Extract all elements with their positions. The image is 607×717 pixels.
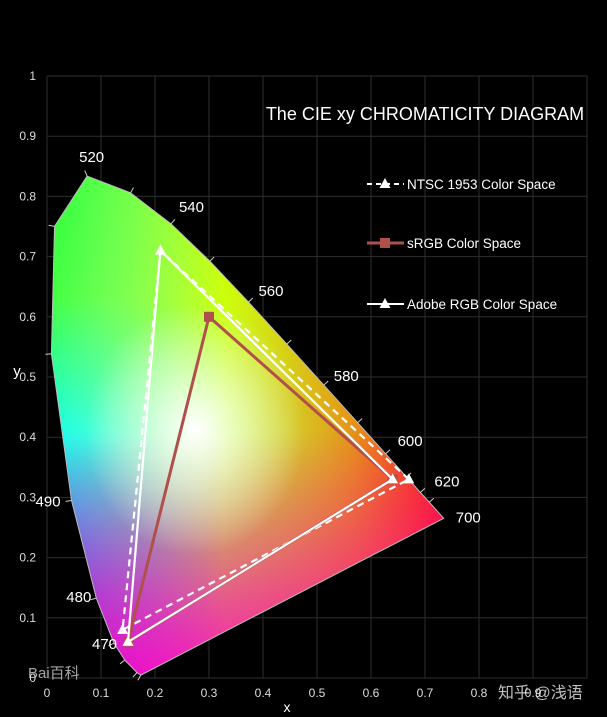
wavelength-label-540: 540 [179, 199, 204, 216]
locus-tick [357, 418, 363, 424]
locus-tick [323, 380, 329, 386]
chart-title: The CIE xy CHROMATICITY DIAGRAM [266, 104, 584, 124]
y-tick-label: 0 [29, 671, 36, 685]
locus-tick [137, 674, 142, 681]
x-tick-label: 0.6 [363, 686, 380, 700]
gamut-vertex [122, 635, 134, 646]
gamut-vertex [204, 311, 214, 322]
legend-marker-2 [379, 298, 391, 308]
watermark-zhihu: 知乎 @浅语 [498, 684, 583, 702]
wavelength-label-580: 580 [334, 368, 359, 385]
locus-tick [48, 224, 55, 227]
locus-tick [108, 642, 115, 647]
locus-tick [209, 256, 215, 262]
legend-marker-1 [380, 238, 390, 248]
legend-label-0: NTSC 1953 Color Space [407, 177, 556, 192]
legend: NTSC 1953 Color Space sRGB Color Space Ado… [367, 177, 557, 312]
gamut-vertex [403, 473, 415, 484]
x-axis-label: x [284, 699, 291, 715]
locus-tick [84, 170, 88, 177]
x-tick-label: 0 [44, 686, 51, 700]
series-2 [122, 244, 399, 646]
legend-label-1: sRGB Color Space [407, 236, 521, 251]
locus-tick [90, 597, 97, 601]
wavelength-label-470: 470 [92, 636, 117, 653]
y-tick-label: 0.3 [19, 490, 36, 504]
locus-tick [385, 449, 391, 455]
legend-marker-0 [379, 178, 391, 188]
legend-label-2: Adobe RGB Color Space [407, 297, 557, 312]
y-tick-label: 0.7 [19, 250, 36, 264]
gamut-vertex [387, 473, 399, 484]
y-tick-label: 0.1 [19, 611, 36, 625]
gamut-triangle-2 [126, 249, 394, 644]
y-tick-label: 0.8 [19, 189, 36, 203]
y-tick-label: 0.2 [19, 551, 36, 565]
y-axis-label: y [13, 363, 21, 380]
locus-tick [248, 297, 254, 303]
locus-tick [65, 499, 72, 502]
wavelength-labels: 470 480 490 520 540 560 580 600 620 700 [36, 149, 481, 681]
wavelength-label-480: 480 [66, 589, 91, 606]
gamut-triangles [117, 244, 415, 647]
y-tick-label: 0.6 [19, 310, 36, 324]
watermark-baidu: Bai百科 [28, 665, 80, 682]
locus-tick [428, 497, 435, 503]
y-tick-label: 0.5 [19, 370, 36, 384]
locus-tick [132, 672, 138, 678]
y-tick-label: 0.9 [19, 129, 36, 143]
axes: 0 0.1 0.2 0.3 0.4 0.5 0.6 0.7 0.8 0.9 0 0.1 0.2 0.3 0.… [19, 69, 541, 700]
x-tick-label: 0.1 [93, 686, 110, 700]
y-tick-label: 0.4 [19, 430, 36, 444]
wavelength-label-490: 490 [36, 493, 61, 510]
locus-tick [286, 339, 292, 345]
x-tick-label: 0.7 [417, 686, 434, 700]
wavelength-label-520: 520 [79, 149, 104, 166]
wavelength-label-620: 620 [434, 473, 459, 490]
wavelength-label-600: 600 [398, 433, 423, 450]
x-tick-label: 0.4 [255, 686, 272, 700]
x-tick-label: 0.2 [147, 686, 164, 700]
x-tick-label: 0.3 [201, 686, 218, 700]
gamut-triangle-0 [121, 249, 410, 631]
locus-tick [119, 659, 126, 665]
wavelength-label-560: 560 [258, 283, 283, 300]
gamut-vertex [117, 623, 129, 634]
x-tick-label: 0.5 [309, 686, 326, 700]
x-tick-label: 0.8 [471, 686, 488, 700]
x-tick-label: 0.9 [525, 686, 542, 700]
y-tick-label: 1 [29, 69, 36, 83]
wavelength-label-700: 700 [456, 509, 481, 526]
locus-tick [170, 219, 176, 225]
locus-tick [420, 488, 426, 493]
gamut-vertex [154, 244, 166, 255]
locus-tick [130, 187, 134, 194]
